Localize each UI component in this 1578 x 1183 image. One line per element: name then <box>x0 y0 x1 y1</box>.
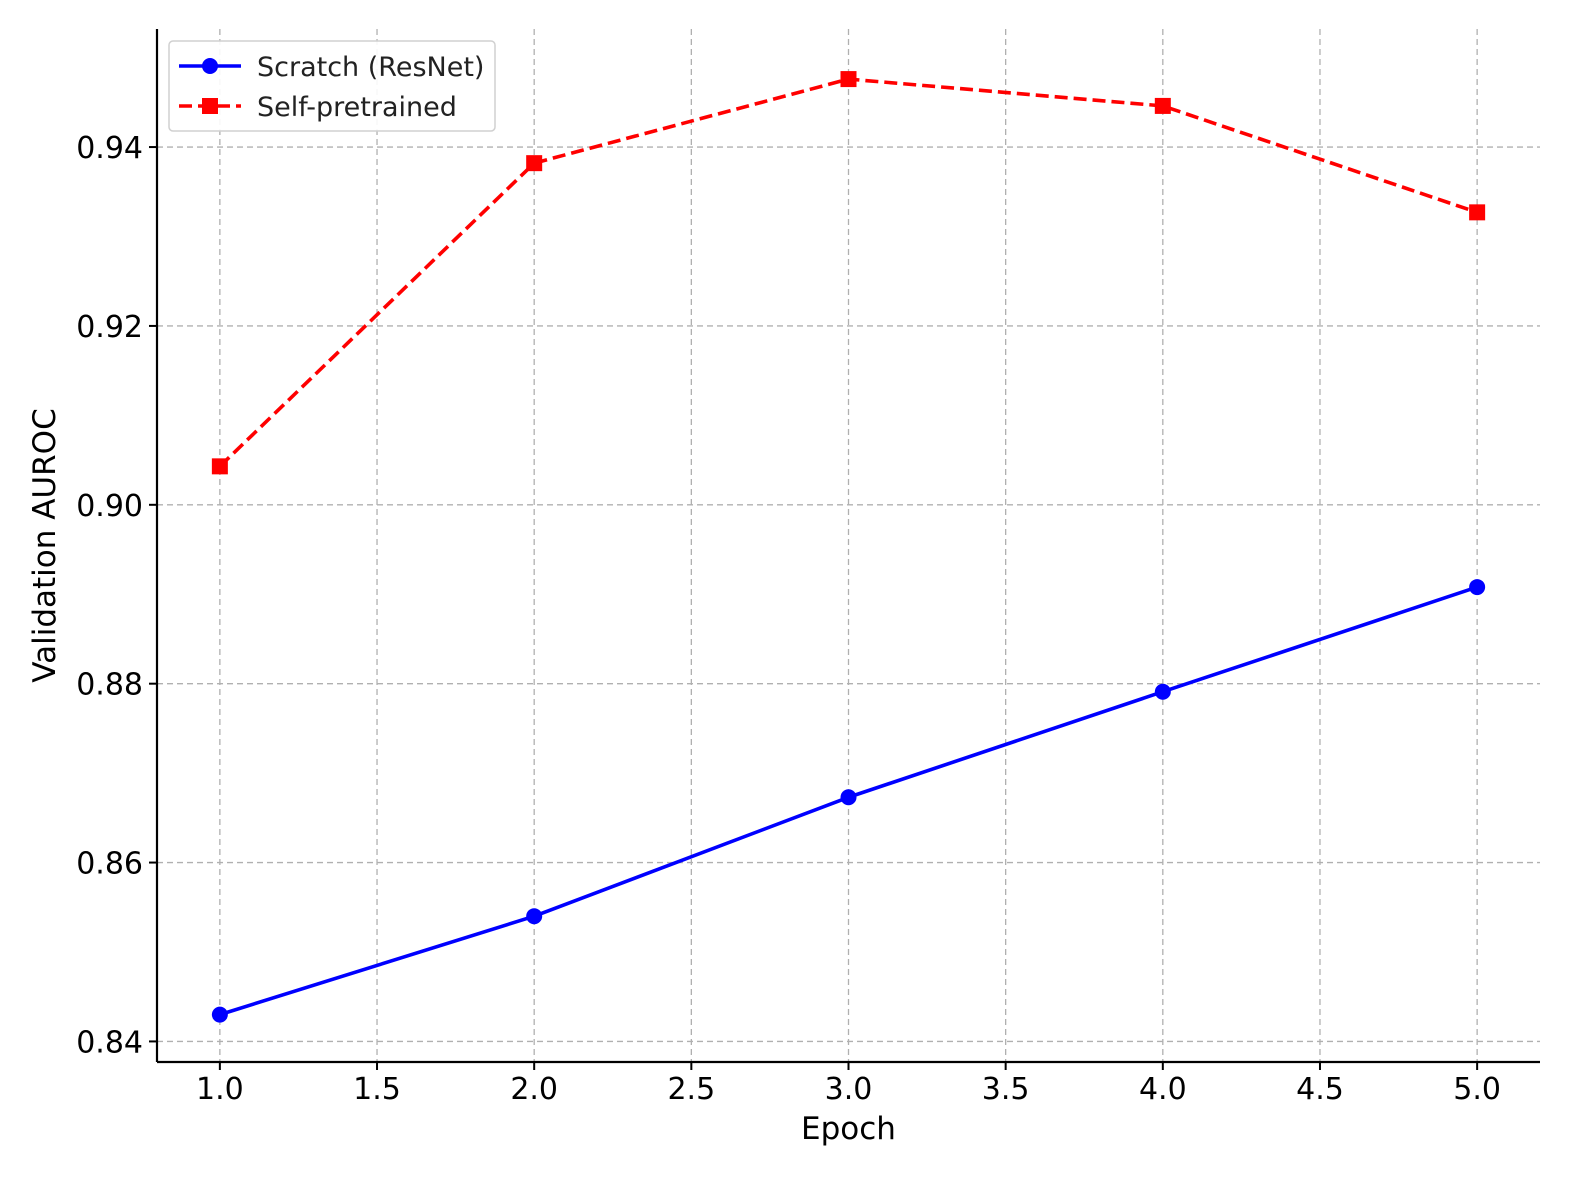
data-point <box>840 789 857 806</box>
x-tick-label: 2.5 <box>667 1072 715 1107</box>
y-tick-label: 0.88 <box>76 668 143 703</box>
legend-item: Scratch (ResNet) <box>179 52 484 83</box>
data-point <box>1154 97 1171 114</box>
data-point <box>840 71 857 88</box>
data-point <box>1154 683 1171 700</box>
x-tick-label: 1.0 <box>196 1072 244 1107</box>
y-tick-label: 0.94 <box>76 131 143 166</box>
grid <box>157 29 1540 1062</box>
series-2 <box>211 71 1486 475</box>
y-tick-label: 0.92 <box>76 310 143 345</box>
y-tick-label: 0.84 <box>76 1025 143 1060</box>
data-point <box>211 458 228 475</box>
series-layer <box>211 71 1486 1023</box>
x-axis-label: Epoch <box>801 1111 896 1147</box>
data-point <box>1469 579 1486 596</box>
legend-label: Scratch (ResNet) <box>257 52 484 83</box>
data-point <box>526 155 543 172</box>
data-point <box>1469 204 1486 221</box>
legend-marker <box>202 98 218 114</box>
y-axis-label: Validation AUROC <box>27 408 63 682</box>
x-tick-label: 4.5 <box>1296 1072 1344 1107</box>
y-tick-label: 0.90 <box>76 489 143 524</box>
series-1 <box>211 579 1486 1023</box>
legend-item: Self-pretrained <box>179 92 457 123</box>
x-tick-label: 3.5 <box>982 1072 1030 1107</box>
data-point <box>211 1006 228 1023</box>
y-tick-label: 0.86 <box>76 847 143 882</box>
ticks: 1.0 1.5 2.0 2.5 3.0 3.5 4.0 4.5 5.0 0.84 0.86 0.88 0… <box>76 131 1501 1107</box>
data-point <box>526 908 543 925</box>
legend-marker <box>202 58 218 74</box>
x-tick-label: 2.0 <box>510 1072 558 1107</box>
x-tick-label: 1.5 <box>353 1072 401 1107</box>
legend-label: Self-pretrained <box>257 92 457 123</box>
legend: Scratch (ResNet) Self-pretrained <box>168 40 496 132</box>
x-tick-label: 4.0 <box>1139 1072 1187 1107</box>
x-tick-label: 3.0 <box>825 1072 873 1107</box>
x-tick-label: 5.0 <box>1453 1072 1501 1107</box>
legend-box <box>168 40 496 132</box>
